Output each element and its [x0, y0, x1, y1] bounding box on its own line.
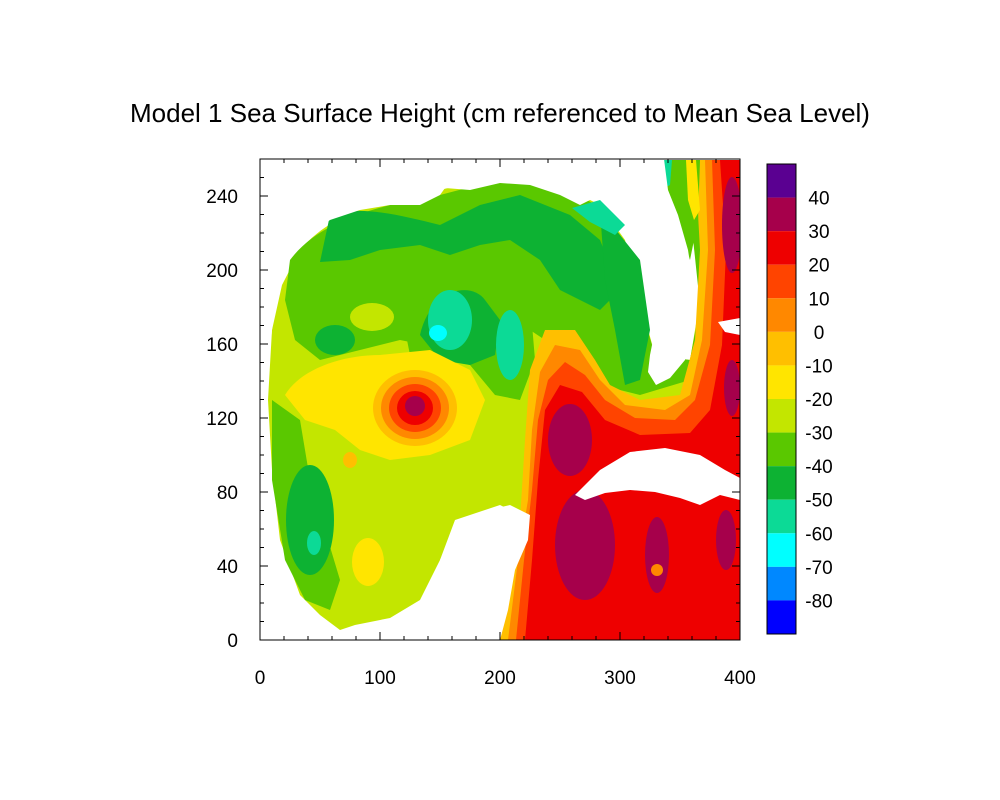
land-florida	[632, 159, 695, 385]
colorbar-swatch	[767, 331, 796, 366]
north-coast-teal	[572, 200, 625, 235]
x-tick-label: 400	[724, 668, 756, 689]
x-tick-label: 100	[364, 668, 396, 689]
chart-title: Model 1 Sea Surface Height (cm reference…	[130, 98, 870, 128]
colorbar-swatch	[767, 600, 796, 634]
atlantic-yellow	[686, 160, 700, 220]
x-tick-label: 200	[484, 668, 516, 689]
land-west	[260, 159, 345, 640]
colorbar-label: 0	[814, 323, 825, 344]
y-tick-label: 0	[227, 631, 238, 652]
colorbar-label: -10	[805, 356, 832, 377]
east-high-2	[724, 360, 740, 416]
land-yucatan	[440, 505, 530, 640]
colorbar-swatch	[767, 197, 796, 232]
caribbean-high-2	[645, 517, 669, 593]
y-tick-label: 200	[206, 261, 238, 282]
land-east-bahamas	[718, 318, 740, 335]
colorbar-label: -60	[805, 524, 832, 545]
y-tick-label: 120	[206, 409, 238, 430]
warm-eddy-core	[405, 396, 425, 416]
colorbar-label: 10	[808, 289, 829, 310]
west-shelf-high	[350, 303, 394, 331]
land-north	[260, 159, 740, 420]
loop-current-core	[548, 404, 592, 476]
colorbar-swatch	[767, 432, 796, 467]
colorbar-label: -70	[805, 558, 832, 579]
cool-eddy-west	[307, 531, 321, 555]
colorbar-label: -30	[805, 424, 832, 445]
cool-eddy-east	[496, 310, 524, 380]
colorbar-swatch	[767, 164, 796, 198]
x-axis: 0 100 200 300 400	[255, 159, 756, 689]
west-green-blob	[315, 325, 355, 355]
cool-eddy-north	[428, 290, 472, 350]
orange-spot	[651, 564, 663, 576]
y-tick-label: 160	[206, 335, 238, 356]
colorbar-swatch	[767, 466, 796, 500]
cool-eddy-west-ring	[286, 465, 334, 575]
colorbar-swatch	[767, 231, 796, 265]
southwest-yellow	[352, 538, 384, 586]
colorbar-swatch	[767, 399, 796, 433]
colorbar-label: -50	[805, 491, 832, 512]
land-cuba	[575, 448, 740, 505]
x-tick-label: 0	[255, 668, 266, 689]
small-yellow	[343, 452, 357, 468]
colorbar-label: 40	[808, 189, 829, 210]
y-tick-label: 240	[206, 187, 238, 208]
north-shelf-dark	[320, 195, 620, 310]
colorbar-swatch	[767, 365, 796, 399]
colorbar-label: -40	[805, 457, 832, 478]
north-shelf-edge	[600, 210, 650, 385]
east-high-1	[722, 177, 740, 273]
colorbar-frame	[766, 163, 797, 635]
colorbar-label: 30	[808, 222, 829, 243]
colorbar-label: -80	[805, 591, 832, 612]
colorbar-swatch	[767, 264, 796, 299]
colorbar-swatch	[767, 298, 796, 332]
y-tick-label: 80	[217, 483, 238, 504]
y-tick-label: 40	[217, 557, 238, 578]
y-axis: 0 40 80 120 160 200 240	[206, 158, 740, 652]
cool-eddy-north-core	[429, 325, 447, 341]
contour-field	[260, 159, 740, 640]
colorbar-swatch	[767, 533, 796, 567]
x-tick-label: 300	[604, 668, 636, 689]
axes: 0 100 200 300 400 0 40 80 120 160 200 240	[206, 158, 756, 689]
east-high-3	[716, 510, 736, 570]
colorbar-label: 20	[808, 256, 829, 277]
colorbar-swatch	[767, 566, 796, 601]
colorbar-swatch	[767, 499, 796, 534]
colorbar: 40 30 20 10 0 -10 -20 -30 -40 -50 -60 -70 -80	[766, 163, 833, 635]
caribbean-high-1	[555, 490, 615, 600]
colorbar-label: -20	[805, 390, 832, 411]
